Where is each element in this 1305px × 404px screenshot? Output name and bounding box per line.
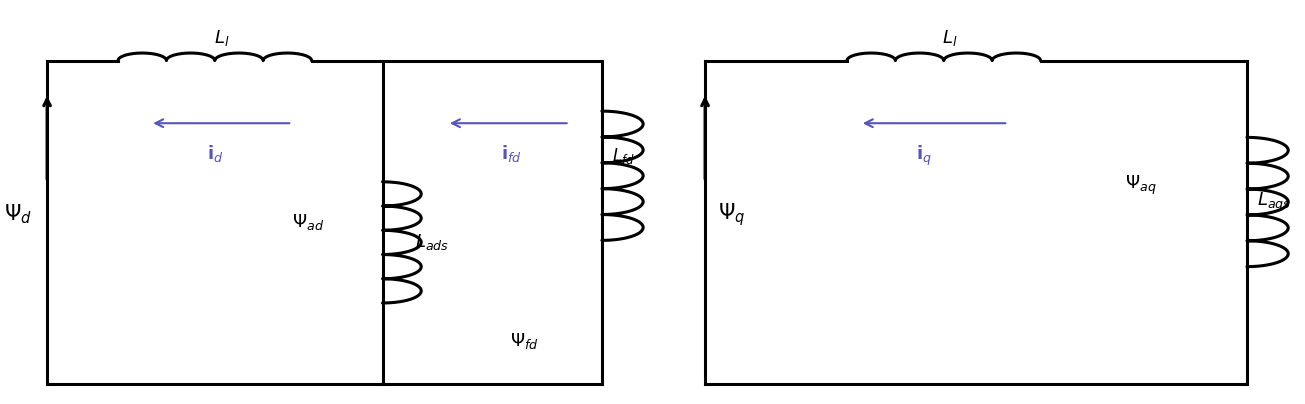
Text: $L_l$: $L_l$ bbox=[214, 28, 228, 48]
Text: $L_{ads}$: $L_{ads}$ bbox=[415, 232, 449, 252]
Text: $\Psi_{aq}$: $\Psi_{aq}$ bbox=[1125, 174, 1156, 198]
Text: $\mathbf{i}_q$: $\mathbf{i}_q$ bbox=[916, 143, 932, 168]
Text: $\mathbf{i}_d$: $\mathbf{i}_d$ bbox=[206, 143, 223, 164]
Text: $\Psi_d$: $\Psi_d$ bbox=[4, 202, 31, 226]
Text: $L_{aqs}$: $L_{aqs}$ bbox=[1257, 190, 1292, 214]
Text: $\Psi_{ad}$: $\Psi_{ad}$ bbox=[292, 212, 325, 232]
Text: $\Psi_{fd}$: $\Psi_{fd}$ bbox=[510, 331, 539, 351]
Text: $\Psi_q$: $\Psi_q$ bbox=[718, 201, 745, 227]
Text: $L_l$: $L_l$ bbox=[942, 28, 958, 48]
Text: $L_{fd}$: $L_{fd}$ bbox=[612, 145, 636, 166]
Text: $\mathbf{i}_{fd}$: $\mathbf{i}_{fd}$ bbox=[501, 143, 522, 164]
